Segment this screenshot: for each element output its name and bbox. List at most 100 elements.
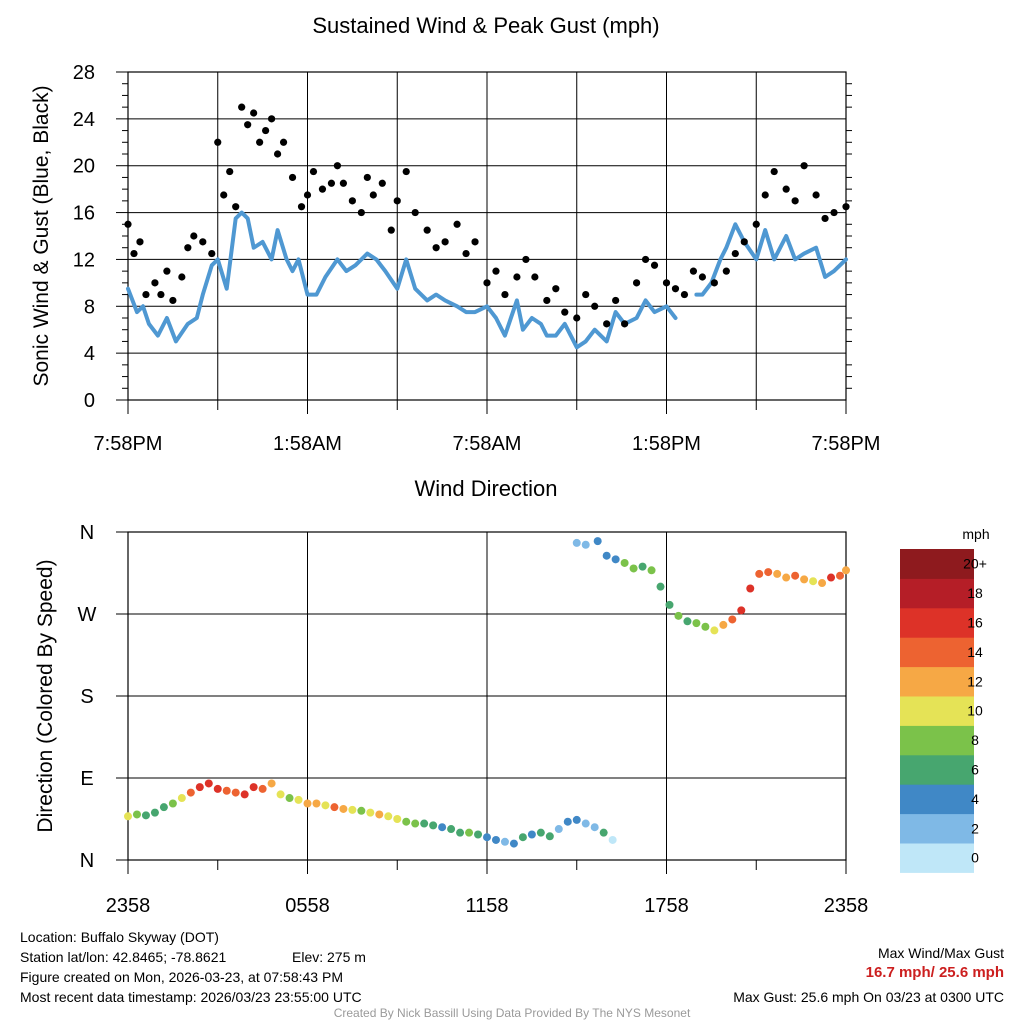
gust-point	[339, 179, 347, 187]
direction-point	[842, 566, 850, 575]
direction-point	[719, 620, 728, 629]
gust-point	[190, 232, 198, 240]
figure-created: Figure created on Mon, 2026-03-23, at 07…	[20, 969, 343, 985]
colorbar-label: 0	[971, 850, 979, 866]
colorbar-label: 12	[967, 673, 983, 689]
direction-point	[348, 805, 357, 814]
gust-point	[552, 285, 560, 293]
direction-point	[746, 584, 755, 593]
gust-point	[800, 162, 808, 170]
gust-point	[333, 162, 342, 170]
gust-point	[318, 185, 327, 193]
gust-point	[279, 138, 288, 146]
gust-point	[238, 103, 246, 111]
direction-point	[285, 794, 294, 803]
gust-point	[812, 191, 820, 199]
gust-point	[130, 249, 138, 258]
direction-point	[258, 784, 267, 793]
colorbar-swatch	[900, 813, 974, 844]
gust-point	[501, 290, 509, 299]
colorbar-label: 8	[971, 732, 979, 748]
gust-point	[698, 273, 707, 281]
direction-point	[665, 600, 674, 609]
gust-point	[641, 255, 650, 264]
direction-point	[438, 823, 447, 832]
direction-point	[827, 573, 836, 582]
direction-point	[132, 810, 141, 819]
wind-speed-line	[694, 222, 848, 297]
direction-point	[518, 833, 527, 842]
direction-point	[773, 569, 782, 578]
direction-point	[581, 819, 590, 828]
direction-point	[420, 819, 429, 828]
direction-point	[474, 830, 483, 839]
direction-point	[593, 537, 602, 546]
direction-point	[447, 825, 456, 834]
chart1-y-tick-label: 16	[73, 203, 95, 225]
gust-point	[208, 249, 216, 258]
colorbar-swatch	[900, 725, 974, 756]
direction-point	[764, 568, 773, 577]
gust-point	[136, 238, 144, 246]
gust-point	[689, 267, 698, 275]
gust-point	[740, 238, 748, 246]
direction-point	[527, 830, 536, 839]
chart1-y-tick-label: 8	[84, 296, 95, 318]
direction-point	[656, 582, 665, 591]
colorbar-label: 18	[967, 585, 983, 601]
gust-point	[378, 179, 386, 187]
gust-point	[268, 115, 276, 123]
direction-point	[141, 811, 150, 820]
direction-point	[836, 571, 845, 580]
max-wind-gust-label: Max Wind/Max Gust	[877, 945, 1004, 961]
gust-point	[124, 220, 132, 228]
chart1-x-tick-label: 7:58PM	[94, 433, 163, 455]
colorbar-label: 6	[971, 762, 979, 778]
station-elevation: Elev: 275 m	[292, 949, 366, 965]
direction-point	[572, 815, 581, 824]
gust-point	[303, 191, 312, 199]
chart1-x-tick-label: 7:58AM	[453, 433, 522, 455]
direction-point	[159, 803, 168, 812]
chart2-title: Wind Direction	[414, 476, 557, 501]
direction-point	[267, 779, 276, 788]
direction-point	[683, 617, 692, 626]
colorbar-swatch	[900, 578, 974, 609]
gust-point	[178, 273, 186, 281]
gust-point	[309, 167, 318, 176]
direction-point	[545, 832, 554, 841]
gust-point	[151, 279, 159, 287]
gust-point	[543, 296, 551, 305]
gust-point	[220, 191, 228, 199]
gust-point	[492, 267, 500, 275]
gust-point	[363, 173, 371, 182]
gust-point	[573, 314, 581, 322]
direction-point	[294, 795, 303, 804]
colorbar-label: 10	[967, 703, 983, 719]
gust-point	[163, 267, 171, 275]
direction-point	[491, 835, 500, 844]
chart1-y-tick-label: 20	[73, 156, 95, 178]
gust-point	[761, 191, 769, 199]
direction-point	[599, 828, 608, 837]
gust-point	[561, 308, 569, 316]
direction-point	[581, 540, 590, 549]
direction-point	[303, 799, 312, 808]
chart2-y-tick-label: N	[80, 850, 94, 872]
colorbar-swatch	[900, 784, 974, 815]
direction-point	[620, 558, 629, 567]
gust-point	[821, 214, 829, 223]
gust-point	[621, 320, 629, 328]
direction-point	[402, 817, 411, 826]
chart1-frame	[127, 71, 847, 401]
gust-point	[582, 290, 590, 299]
gust-point	[782, 185, 790, 193]
gust-point	[612, 296, 620, 305]
direction-point	[791, 571, 800, 580]
chart2-y-tick-label: W	[78, 604, 97, 626]
direction-point	[710, 626, 719, 635]
colorbar-label: 4	[971, 791, 979, 807]
direction-point	[366, 808, 375, 817]
direction-point	[536, 828, 545, 837]
direction-point	[276, 790, 285, 799]
